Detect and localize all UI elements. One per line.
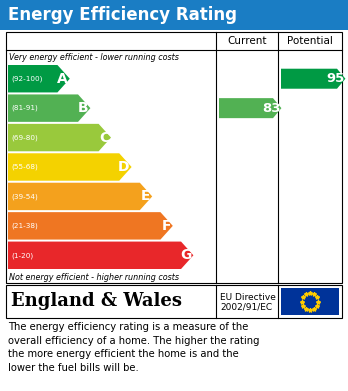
Polygon shape [8, 95, 90, 122]
Text: E: E [141, 189, 150, 203]
Text: Not energy efficient - higher running costs: Not energy efficient - higher running co… [9, 273, 179, 282]
Text: (21-38): (21-38) [11, 222, 38, 229]
Text: The energy efficiency rating is a measure of the
overall efficiency of a home. T: The energy efficiency rating is a measur… [8, 322, 260, 373]
Bar [6, 32, 342, 283]
Text: 95: 95 [326, 72, 345, 85]
Text: Current: Current [227, 36, 267, 46]
Polygon shape [8, 212, 173, 240]
Bar [281, 288, 339, 315]
Text: G: G [180, 248, 191, 262]
Text: (1-20): (1-20) [11, 252, 33, 258]
Polygon shape [8, 153, 132, 181]
Text: Potential: Potential [287, 36, 333, 46]
Text: Energy Efficiency Rating: Energy Efficiency Rating [8, 6, 237, 24]
Polygon shape [8, 242, 193, 269]
Text: A: A [57, 72, 68, 86]
Text: (92-100): (92-100) [11, 75, 42, 82]
Polygon shape [219, 98, 282, 118]
Text: B: B [78, 101, 88, 115]
Polygon shape [8, 183, 152, 210]
Text: (81-91): (81-91) [11, 105, 38, 111]
Text: F: F [161, 219, 171, 233]
Text: C: C [99, 131, 109, 145]
Polygon shape [8, 124, 111, 151]
Text: (69-80): (69-80) [11, 135, 38, 141]
Text: Very energy efficient - lower running costs: Very energy efficient - lower running co… [9, 54, 179, 63]
Bar [0, 0, 348, 30]
Text: EU Directive: EU Directive [220, 293, 276, 302]
Text: (39-54): (39-54) [11, 193, 38, 200]
Text: (55-68): (55-68) [11, 164, 38, 170]
Bar [6, 285, 342, 318]
Polygon shape [281, 69, 346, 89]
Text: D: D [118, 160, 129, 174]
Text: 2002/91/EC: 2002/91/EC [220, 302, 272, 311]
Text: 83: 83 [262, 102, 280, 115]
Polygon shape [8, 65, 70, 92]
Text: England & Wales: England & Wales [11, 292, 182, 310]
